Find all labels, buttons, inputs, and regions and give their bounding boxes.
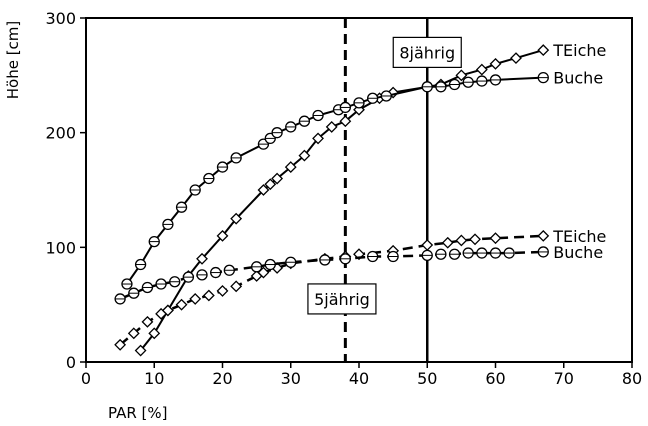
data-point xyxy=(161,304,174,317)
data-point xyxy=(441,236,454,249)
data-point xyxy=(537,229,550,242)
data-point xyxy=(469,233,481,246)
series-5jährig-teiche xyxy=(114,229,550,351)
data-point xyxy=(127,327,140,340)
data-point xyxy=(339,115,352,128)
series-8jährig-buche xyxy=(121,71,549,290)
data-point xyxy=(114,338,127,351)
data-point xyxy=(148,327,161,340)
x-tick-label: 70 xyxy=(554,369,574,388)
x-tick-label: 50 xyxy=(417,369,437,388)
data-point xyxy=(264,178,277,191)
y-tick-label: 0 xyxy=(66,353,76,372)
data-point xyxy=(216,284,229,297)
x-tick-label: 80 xyxy=(622,369,642,388)
x-tick-label: 20 xyxy=(212,369,232,388)
data-point xyxy=(298,149,311,162)
y-tick-label: 200 xyxy=(45,124,76,143)
series-label: Buche xyxy=(553,69,603,88)
data-point xyxy=(537,44,550,57)
data-point xyxy=(230,212,243,225)
x-tick-label: 40 xyxy=(349,369,369,388)
series-5jährig-buche xyxy=(114,246,549,305)
data-point xyxy=(141,315,154,328)
data-point xyxy=(175,298,188,311)
data-point xyxy=(455,69,468,82)
data-point xyxy=(196,252,208,265)
series-label: TEiche xyxy=(552,227,606,246)
x-axis-title: PAR [%] xyxy=(108,404,168,422)
data-point xyxy=(284,161,297,173)
y-tick-label: 100 xyxy=(45,238,76,257)
y-axis-title: Höhe [cm] xyxy=(4,21,22,100)
label-8jahrig: 8jährig xyxy=(399,43,455,62)
data-point xyxy=(475,63,488,76)
label-8jahrig-box xyxy=(392,36,462,69)
data-point xyxy=(257,184,270,196)
data-point xyxy=(189,293,202,305)
data-point xyxy=(325,121,338,133)
label-5jahrig-box xyxy=(307,283,377,315)
label-5jahrig: 5jährig xyxy=(314,290,370,309)
data-point xyxy=(455,234,468,247)
data-point xyxy=(353,248,365,261)
text-labels: 0 10 20 30 40 50 60 70 80 0 100 200 300 PAR [%] Höhe [… xyxy=(4,9,642,422)
data-point xyxy=(202,289,215,302)
data-point xyxy=(134,344,147,357)
data-point xyxy=(216,229,229,242)
data-point xyxy=(271,172,284,185)
data-point xyxy=(230,280,243,293)
y-tick-label: 300 xyxy=(45,9,76,28)
x-tick-label: 30 xyxy=(281,369,301,388)
series-label: Buche xyxy=(553,243,603,262)
x-tick-label: 10 xyxy=(144,369,164,388)
series-label: TEiche xyxy=(552,41,606,60)
x-tick-label: 0 xyxy=(81,369,91,388)
series-marks xyxy=(114,18,550,362)
x-tick-label: 60 xyxy=(485,369,505,388)
data-point xyxy=(510,52,522,65)
axes xyxy=(80,17,633,368)
data-point xyxy=(489,232,502,245)
data-point xyxy=(312,132,324,145)
data-point xyxy=(489,57,502,70)
data-point xyxy=(421,239,434,251)
